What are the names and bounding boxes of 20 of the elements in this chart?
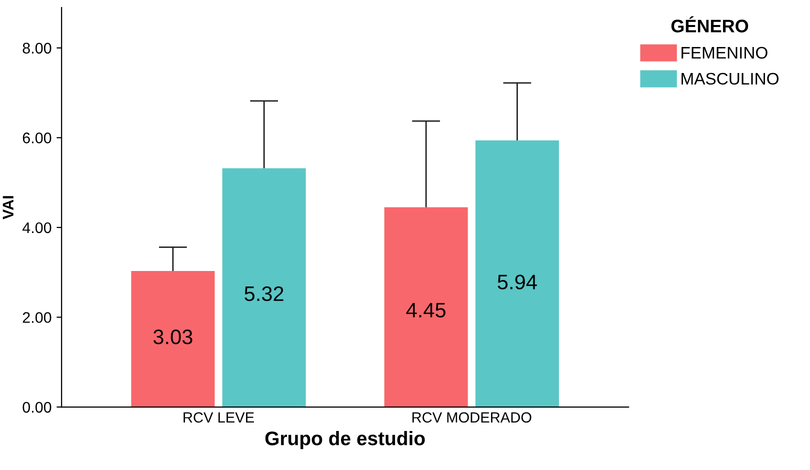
data-label: 5.32: [244, 286, 284, 302]
y-tick-label: 2.00: [22, 312, 52, 323]
y-tick-label: 0.00: [22, 402, 52, 413]
bar: [131, 271, 215, 408]
legend-label: MASCULINO: [682, 72, 779, 85]
bar: [384, 207, 468, 408]
bar: [222, 168, 306, 408]
y-tick-label: 4.00: [22, 222, 52, 234]
legend-label: FEMENINO: [682, 46, 768, 59]
y-tick-label: 6.00: [22, 132, 52, 144]
x-axis-title: Grupo de estudio: [265, 431, 425, 450]
y-tick-label: 8.00: [22, 42, 52, 54]
legend-title: GÉNERO: [671, 16, 748, 32]
y-axis-title: VAI: [2, 196, 14, 220]
bar: [475, 140, 559, 408]
data-label: 5.94: [498, 274, 537, 290]
x-tick-label: RCV LEVE: [184, 412, 254, 423]
data-label: 3.03: [153, 330, 192, 344]
data-label: 4.45: [406, 302, 446, 318]
x-tick-label: RCV MODERADO: [412, 412, 532, 423]
